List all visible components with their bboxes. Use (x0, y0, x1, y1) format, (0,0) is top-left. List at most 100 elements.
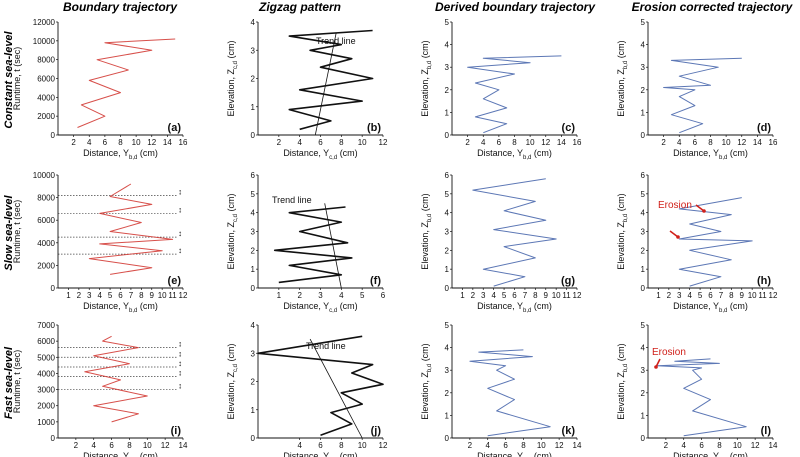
xtick-label-b-3: 8 (339, 138, 344, 147)
xtick-label-d-3: 8 (708, 138, 713, 147)
ytick-label-c-1: 1 (445, 108, 450, 117)
ytick-label-h-5: 5 (641, 190, 646, 199)
xtick-label-g-11: 12 (573, 291, 582, 300)
xlabel-a: Distance, Yb,d (cm) (83, 148, 158, 161)
series-e-boundary (88, 183, 174, 275)
ytick-label-d-0: 0 (641, 131, 646, 140)
xlabel-g: Distance, Yb,d (cm) (477, 301, 552, 314)
xlabel-b: Distance, Yc,d (cm) (283, 148, 357, 161)
ytick-label-g-6: 6 (445, 171, 450, 180)
ytick-label-e-2: 4000 (37, 239, 55, 248)
series-b-trend (314, 33, 337, 136)
xtick-label-e-4: 5 (108, 291, 113, 300)
ytick-label-d-2: 2 (641, 86, 646, 95)
xtick-label-g-4: 5 (502, 291, 507, 300)
xtick-label-i-1: 4 (91, 441, 96, 450)
xlabel-d: Distance, Yb,d (cm) (673, 148, 748, 161)
xtick-label-i-5: 12 (161, 441, 170, 450)
ytick-label-l-2: 2 (641, 389, 646, 398)
xtick-label-d-2: 6 (693, 138, 698, 147)
ytick-label-l-3: 3 (641, 366, 646, 375)
xtick-label-d-0: 2 (661, 138, 666, 147)
hline-arrow-e-0: ↕ (178, 246, 182, 255)
ytick-label-f-1: 1 (251, 265, 256, 274)
ytick-label-c-2: 2 (445, 86, 450, 95)
series-k-derived (469, 349, 551, 437)
xtick-label-k-1: 4 (485, 441, 490, 450)
ytick-label-e-5: 10000 (33, 171, 56, 180)
xlabel-k: Distance, Yb,d (cm) (477, 451, 552, 457)
xtick-label-h-1: 2 (667, 291, 672, 300)
xtick-label-h-0: 1 (656, 291, 661, 300)
ytick-label-e-0: 0 (51, 284, 56, 293)
xtick-label-j-2: 8 (339, 441, 344, 450)
series-a-boundary (77, 38, 176, 128)
series-f-zigzag (273, 206, 353, 284)
xtick-label-e-9: 10 (158, 291, 167, 300)
ytick-label-f-5: 5 (251, 190, 256, 199)
ytick-label-f-4: 4 (251, 209, 256, 218)
series-l-corrected (656, 358, 747, 437)
xtick-label-c-3: 8 (512, 138, 517, 147)
ytick-label-i-3: 3000 (37, 386, 55, 395)
xtick-label-e-2: 3 (87, 291, 92, 300)
ytick-label-i-5: 5000 (37, 353, 55, 362)
ytick-label-i-2: 2000 (37, 402, 55, 411)
xtick-label-a-3: 8 (118, 138, 123, 147)
xtick-label-a-5: 12 (147, 138, 156, 147)
hline-arrow-i-2: ↕ (178, 359, 182, 368)
ytick-label-e-4: 8000 (37, 194, 55, 203)
ylabel-i: Runtime, t (sec) (12, 350, 22, 414)
ytick-label-d-5: 5 (641, 18, 646, 27)
xtick-label-h-5: 6 (708, 291, 713, 300)
xtick-label-e-6: 7 (129, 291, 134, 300)
panel-label-d: (d) (757, 122, 771, 134)
ytick-label-f-0: 0 (251, 284, 256, 293)
ytick-label-g-4: 4 (445, 209, 450, 218)
xtick-label-i-6: 14 (179, 441, 188, 450)
ytick-label-a-6: 12000 (33, 18, 56, 27)
xtick-label-a-1: 4 (87, 138, 92, 147)
xtick-label-g-7: 8 (533, 291, 538, 300)
panel-label-k: (k) (562, 425, 576, 437)
series-j-zigzag (257, 335, 384, 436)
column-title-3: Erosion corrected trajectory (632, 0, 794, 14)
ylabel-k: Elevation, Zb,d (cm) (420, 343, 433, 419)
row-title-0: Constant sea-level (3, 30, 15, 128)
xlabel-j: Distance, Yc,d (cm) (283, 451, 357, 457)
xtick-label-h-11: 12 (769, 291, 778, 300)
panel-label-l: (l) (761, 425, 772, 437)
annotation-j: Trend line (306, 341, 346, 351)
xtick-label-e-1: 2 (77, 291, 82, 300)
hline-arrow-e-2: ↕ (178, 205, 182, 214)
row-title-2: Fast sea-level (3, 346, 15, 419)
xtick-label-k-6: 14 (573, 441, 582, 450)
xtick-label-d-4: 10 (722, 138, 731, 147)
ytick-label-a-1: 2000 (37, 112, 55, 121)
xtick-label-e-11: 12 (179, 291, 188, 300)
xtick-label-f-3: 4 (339, 291, 344, 300)
annotation-h: Erosion (658, 200, 692, 211)
xtick-label-a-6: 14 (163, 138, 172, 147)
xtick-label-l-0: 2 (664, 441, 669, 450)
xtick-label-a-4: 10 (132, 138, 141, 147)
xtick-label-k-3: 8 (521, 441, 526, 450)
ylabel-g: Elevation, Zb,d (cm) (420, 193, 433, 269)
ytick-label-d-4: 4 (641, 41, 646, 50)
ylabel-e: Runtime, t (sec) (12, 200, 22, 264)
annotation-l: Erosion (652, 347, 686, 358)
xlabel-f: Distance, Yc,d (cm) (283, 301, 357, 314)
series-c-derived (467, 55, 562, 134)
ylabel-a: Runtime, t (sec) (12, 47, 22, 111)
xtick-label-h-4: 5 (698, 291, 703, 300)
ytick-label-a-3: 6000 (37, 75, 55, 84)
ytick-label-k-3: 3 (445, 366, 450, 375)
xtick-label-j-3: 10 (358, 441, 367, 450)
xtick-label-k-0: 2 (468, 441, 473, 450)
ytick-label-l-0: 0 (641, 434, 646, 443)
xtick-label-e-7: 8 (139, 291, 144, 300)
ytick-label-e-1: 2000 (37, 261, 55, 270)
